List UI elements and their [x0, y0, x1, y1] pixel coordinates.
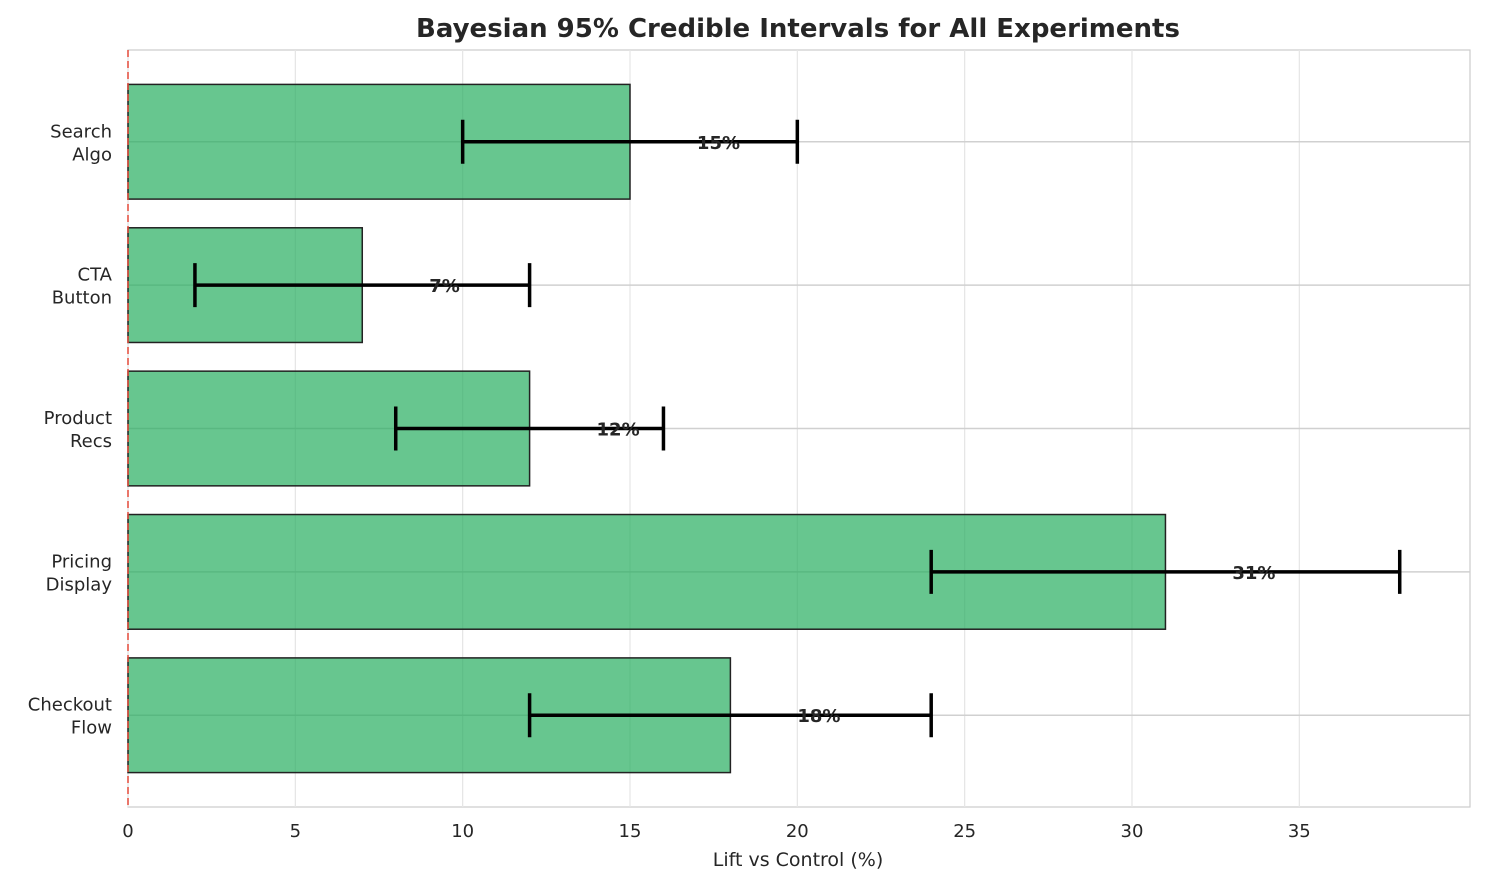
x-tick-label: 30 — [1121, 821, 1144, 842]
y-tick-label: Checkout — [28, 695, 112, 716]
x-tick-label: 35 — [1288, 821, 1311, 842]
x-tick-label: 20 — [786, 821, 809, 842]
x-tick-label: 5 — [290, 821, 301, 842]
data-label: 12% — [597, 420, 640, 441]
y-tick-label: Product — [44, 408, 112, 429]
x-axis-label: Lift vs Control (%) — [713, 849, 884, 871]
y-tick-label: Recs — [70, 431, 112, 452]
x-tick-label: 25 — [953, 821, 976, 842]
x-tick-label: 10 — [451, 821, 474, 842]
y-tick-label: Display — [46, 574, 113, 595]
chart-title: Bayesian 95% Credible Intervals for All … — [416, 14, 1180, 44]
y-tick-label: Flow — [71, 718, 112, 739]
y-tick-label: Button — [52, 288, 112, 309]
x-tick-label: 15 — [619, 821, 642, 842]
y-tick-label: CTA — [78, 265, 113, 286]
y-tick-label: Algo — [72, 144, 112, 165]
data-label: 18% — [797, 706, 840, 727]
y-tick-label: Search — [50, 121, 112, 142]
x-tick-label: 0 — [122, 821, 133, 842]
y-tick-label: Pricing — [51, 551, 112, 572]
data-label: 15% — [697, 133, 740, 154]
data-label: 31% — [1232, 563, 1275, 584]
data-label: 7% — [429, 276, 460, 297]
